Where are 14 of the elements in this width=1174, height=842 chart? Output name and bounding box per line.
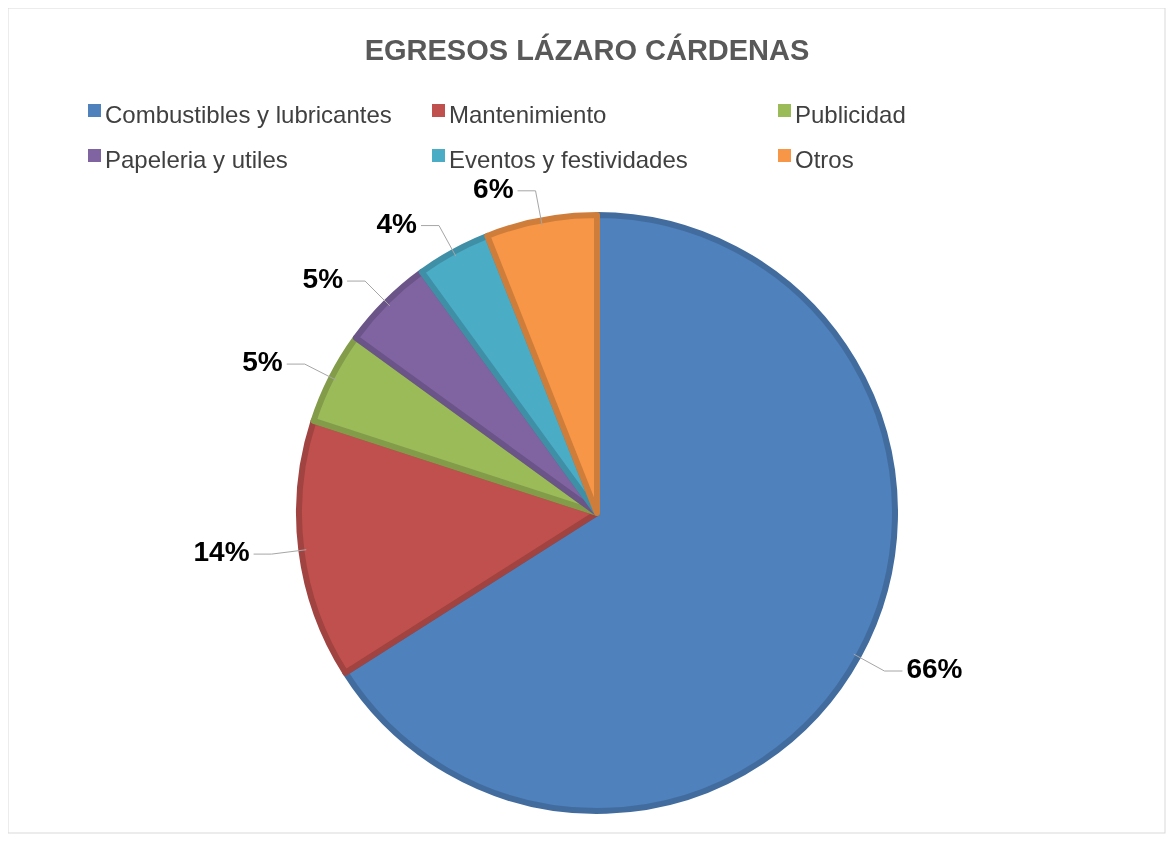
data-label: 5%: [302, 263, 344, 295]
chart-title: EGRESOS LÁZARO CÁRDENAS: [364, 33, 810, 66]
legend-label: Combustibles y lubricantes: [105, 101, 392, 129]
legend-label: Papeleria y utiles: [105, 146, 288, 174]
data-label: 5%: [242, 346, 283, 378]
legend-label: Otros: [795, 146, 854, 174]
data-label: 14%: [193, 536, 250, 568]
data-label: 6%: [473, 173, 514, 205]
legend-label: Publicidad: [795, 101, 906, 129]
legend-label: Mantenimiento: [449, 101, 607, 129]
pie-slice: [342, 212, 898, 814]
data-label: 66%: [906, 653, 963, 685]
legend-label: Eventos y festividades: [449, 146, 688, 174]
data-label: 4%: [376, 207, 418, 239]
